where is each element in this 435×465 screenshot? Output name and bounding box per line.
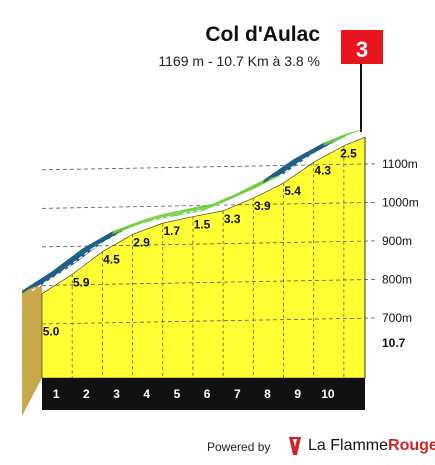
road-segment-front [142, 213, 173, 224]
road-centre-line [31, 270, 63, 292]
gradient-label: 4.3 [314, 163, 331, 177]
gradient-label: 5.9 [73, 275, 90, 289]
altitude-label: 1000m [382, 195, 419, 209]
gradient-label: 1.7 [163, 224, 180, 238]
road-centre-line [273, 158, 305, 181]
brand-name: La FlammeRouge [308, 437, 435, 455]
gradient-label: 5.0 [43, 325, 60, 339]
brand-name-part1: La Flamme [308, 437, 389, 454]
road-centre-line [152, 213, 184, 221]
road-segment-top [142, 207, 193, 221]
chart-layer: 700m 800m 900m 1000m 1100m 5.0 5.9 4.5 2.9 1.7 1.5… [22, 128, 419, 416]
category-label: 3 [356, 37, 368, 62]
km-label: 9 [294, 387, 301, 401]
total-distance-label: 10.7 [382, 336, 406, 350]
km-label: 2 [83, 387, 90, 401]
road-segment-front [263, 159, 294, 184]
altitude-label: 900m [382, 234, 412, 248]
gradient-label: 1.5 [194, 218, 211, 232]
road-segment-front [203, 195, 234, 211]
gradient-label: 2.9 [133, 235, 150, 249]
road-segment-front [293, 142, 324, 163]
road-centre-line [303, 142, 335, 160]
km-label: 1 [53, 387, 60, 401]
climb-title: Col d'Aulac [205, 23, 320, 46]
distance-band [42, 378, 365, 410]
km-label: 4 [143, 387, 150, 401]
gradient-label: 3.9 [254, 199, 271, 213]
road-segment-front [112, 220, 143, 235]
flag-banner [341, 30, 383, 64]
gradient-label: 3.3 [224, 212, 241, 226]
altitude-label: 800m [382, 272, 412, 286]
brand-name-part2: Rouge [388, 437, 435, 454]
km-label: 6 [204, 387, 211, 401]
gradient-label: 4.5 [103, 253, 120, 267]
km-label: 5 [174, 387, 181, 401]
climb-summary: 1169 m - 10.7 Km à 3.8 % [158, 53, 320, 69]
road-segment-front [323, 134, 345, 146]
climb-profile-chart: Col d'Aulac 1169 m - 10.7 Km à 3.8 % 3 7… [22, 23, 419, 416]
km-label: 8 [264, 387, 271, 401]
road-segment-front [52, 248, 83, 275]
km-label: 10 [321, 387, 335, 401]
road-segment-front [22, 271, 53, 294]
altitude-label: 1100m [382, 157, 418, 171]
road-centre-line [182, 207, 214, 215]
km-label: 7 [234, 387, 241, 401]
km-label: 3 [113, 387, 120, 401]
gradient-label: 5.4 [284, 184, 301, 198]
powered-by-text: Powered by [207, 440, 271, 454]
road-centre-line [243, 179, 274, 196]
profile-side-face [22, 284, 42, 416]
road-centre-line [122, 219, 153, 232]
flamme-rouge-logo-icon [289, 437, 301, 455]
category-flag: 3 [341, 30, 383, 132]
road-centre-line [333, 133, 356, 144]
footer: Powered by La FlammeRouge [0, 428, 435, 465]
road-centre-line [61, 248, 93, 272]
road-segment-front [82, 231, 113, 252]
road-centre-line [212, 194, 244, 209]
road-segment-front [233, 180, 264, 199]
road-segment-front [172, 207, 204, 217]
altitude-label: 700m [382, 311, 412, 325]
road-centre-line [92, 230, 123, 250]
gradient-label: 2.5 [340, 147, 357, 161]
